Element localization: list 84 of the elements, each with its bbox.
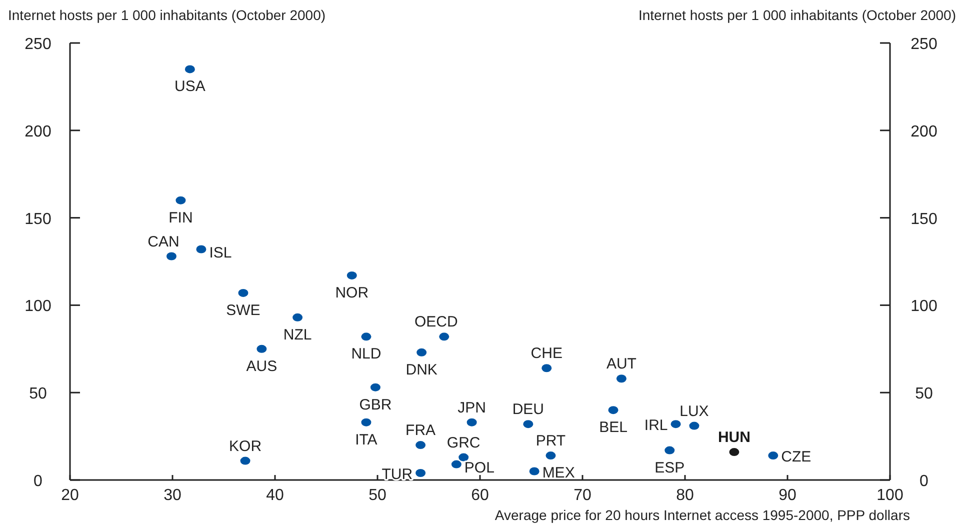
y-tick-label: 200 — [24, 123, 52, 140]
annotation: SWE — [226, 302, 260, 319]
point — [370, 383, 380, 392]
annotation: ISL — [209, 244, 232, 262]
x-tick-label: 60 — [471, 487, 489, 504]
annotation: AUT — [606, 356, 636, 373]
x-tick-label: 20 — [61, 487, 79, 504]
x-tick-label: 90 — [778, 487, 796, 504]
point — [256, 344, 267, 353]
point — [416, 441, 426, 450]
point — [416, 469, 426, 478]
point — [729, 448, 740, 456]
point — [451, 460, 462, 468]
annotation: IRL — [644, 417, 668, 434]
y2-tick-label: 250 — [910, 36, 938, 53]
point — [166, 252, 176, 260]
x-tick-label: 50 — [368, 487, 386, 504]
annotation: CAN — [148, 233, 180, 250]
annotation: KOR — [229, 438, 262, 455]
y2-tick-label: 200 — [910, 123, 938, 140]
annotation: CZE — [781, 448, 812, 466]
x-tick-label: 70 — [574, 487, 592, 504]
point — [240, 456, 250, 465]
annotation: GBR — [359, 396, 392, 414]
annotation: ITA — [355, 431, 378, 448]
annotation: TUR — [382, 466, 413, 484]
y2-tick-label: 100 — [910, 298, 938, 316]
point — [768, 452, 778, 460]
point — [361, 332, 372, 341]
annotation: GRC — [446, 434, 480, 452]
x-tick-label: 100 — [876, 487, 904, 504]
point — [616, 374, 626, 383]
annotation: AUS — [246, 358, 278, 375]
point — [670, 420, 681, 428]
annotation: BEL — [599, 419, 628, 436]
point — [529, 467, 540, 476]
point — [292, 313, 303, 322]
point — [542, 364, 552, 372]
y-tick-label: 100 — [24, 298, 52, 316]
point — [416, 348, 427, 356]
annotation: OECD — [414, 314, 458, 331]
point — [689, 422, 700, 430]
x-tick-label: 80 — [676, 487, 694, 504]
point — [184, 65, 195, 74]
y-tick-label: 250 — [24, 36, 52, 53]
y-tick-label: 0 — [34, 473, 43, 490]
annotation: ESP — [654, 459, 685, 476]
point — [664, 446, 675, 454]
y2-tick-label: 0 — [920, 473, 929, 490]
y-axis-title: Internet hosts per 1 000 inhabitants (October 2000) — [8, 7, 326, 23]
annotation: DNK — [406, 361, 438, 378]
x-axis-title: Average price for 20 hours Internet access 1995-2000, PPP dollars — [494, 507, 910, 523]
point — [439, 332, 450, 341]
annotation: NOR — [335, 284, 369, 302]
x-tick-label: 30 — [164, 487, 182, 504]
point — [608, 406, 618, 414]
point — [238, 288, 248, 297]
y-tick-label: 150 — [24, 210, 52, 228]
x-tick-label: 40 — [266, 487, 284, 504]
point — [546, 452, 556, 460]
annotation: USA — [174, 78, 206, 96]
y2-tick-label: 150 — [910, 210, 938, 228]
annotation: POL — [464, 459, 494, 476]
annotation: FIN — [168, 209, 193, 226]
annotation: LUX — [680, 402, 709, 420]
annotation: JPN — [458, 399, 486, 416]
point — [196, 245, 206, 254]
point — [458, 453, 469, 462]
annotation: CHE — [530, 345, 562, 362]
point — [466, 418, 477, 426]
annotation: FRA — [406, 422, 436, 440]
annotation: PRT — [536, 432, 566, 450]
annotation: NLD — [351, 346, 382, 363]
y-tick-label: 50 — [29, 386, 47, 403]
point — [523, 420, 534, 428]
point — [176, 196, 186, 204]
annotation: HUN — [718, 429, 750, 446]
annotation: MEX — [542, 464, 575, 482]
annotation: DEU — [512, 401, 544, 418]
point — [361, 418, 372, 426]
annotation: NZL — [283, 326, 312, 344]
point — [346, 271, 357, 280]
y2-tick-label: 50 — [915, 386, 933, 403]
y2-axis-title: Internet hosts per 1 000 inhabitants (October 2000) — [638, 7, 956, 23]
